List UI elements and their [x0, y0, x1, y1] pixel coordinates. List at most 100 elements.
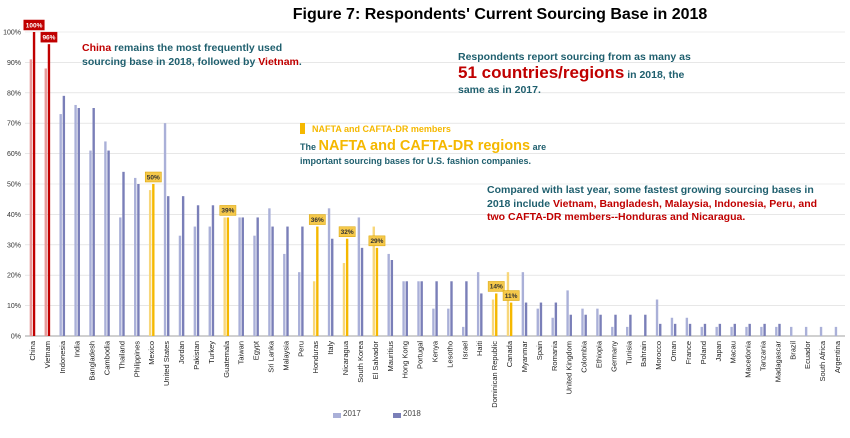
bar-2018: [345, 238, 349, 336]
bar-2017: [357, 217, 361, 336]
bar-2017: [178, 235, 182, 336]
category-label: Bahrain: [639, 341, 648, 367]
bar-2018: [77, 108, 80, 336]
bar-2017: [193, 226, 197, 336]
y-tick-label: 70%: [7, 121, 21, 128]
data-label-box: [487, 281, 505, 292]
category-label: Philippines: [132, 341, 141, 378]
y-tick-label: 0%: [11, 334, 21, 341]
bar-2017: [775, 326, 778, 336]
legend-label-2018: 2018: [403, 409, 421, 418]
y-tick-label: 20%: [7, 273, 21, 280]
category-label: Jordan: [177, 341, 186, 364]
data-label: 36%: [311, 217, 324, 224]
bar-2017: [89, 150, 92, 336]
y-tick-label: 50%: [7, 182, 21, 189]
category-label: Macau: [729, 341, 738, 364]
category-label: Germany: [609, 341, 618, 372]
countries-pre: Respondents report sourcing from as many…: [458, 51, 691, 63]
category-label: Mauritius: [386, 341, 395, 372]
category-label: Bangladesh: [88, 341, 97, 381]
bar-2018: [420, 281, 423, 336]
bar-2018: [390, 260, 394, 336]
bar-2018: [137, 184, 140, 336]
category-label: Thailand: [117, 341, 126, 370]
category-label: Ecuador: [803, 341, 812, 369]
bar-2017: [730, 326, 733, 336]
bar-2017: [551, 317, 554, 336]
bar-2018: [614, 314, 617, 336]
bar-2018: [748, 323, 751, 336]
category-label: Nicaragua: [341, 340, 350, 375]
data-label-box: [338, 226, 356, 237]
category-label: India: [73, 340, 82, 357]
bar-2017: [476, 272, 480, 336]
legend-swatch-2017: [333, 413, 341, 418]
category-label: Myanmar: [520, 341, 529, 373]
category-label: Dominican Republic: [490, 341, 499, 408]
bar-2017: [506, 272, 510, 336]
category-label: China: [28, 340, 37, 360]
data-label-box: [40, 31, 58, 43]
category-label: Haiti: [475, 341, 484, 356]
category-label: Kenya: [431, 340, 440, 362]
bar-2018: [286, 226, 289, 336]
bar-2018: [584, 314, 587, 336]
vietnam-label: Vietnam: [258, 55, 299, 68]
bar-2017: [104, 141, 107, 336]
bar-2017: [268, 208, 271, 336]
bar-2017: [223, 217, 226, 336]
bar-2018: [495, 293, 498, 336]
bar-2017: [59, 114, 62, 336]
bar-2018: [659, 323, 662, 336]
nafta-legend-label: NAFTA and CAFTA-DR members: [312, 124, 451, 134]
bar-2018: [733, 323, 736, 336]
bar-2018: [301, 226, 304, 336]
bar-2017: [208, 226, 211, 336]
bar-2017: [148, 190, 152, 336]
growth-annotation: Compared with last year, some fastest gr…: [487, 184, 827, 225]
bar-2017: [342, 263, 346, 336]
category-label: South Africa: [818, 340, 827, 381]
bar-2018: [703, 323, 707, 336]
category-label: Italy: [326, 341, 335, 355]
bar-2018: [122, 171, 125, 336]
bar-2018: [554, 302, 558, 336]
data-label: 100%: [26, 22, 43, 29]
bar-2017: [819, 326, 823, 336]
bar-2018: [331, 238, 334, 336]
bar-2017: [715, 326, 718, 336]
data-label: 29%: [370, 238, 383, 245]
legend-swatch-2018: [393, 413, 401, 418]
bar-2018: [360, 247, 364, 336]
bar-2018: [107, 150, 110, 336]
bar-2018: [181, 196, 185, 336]
category-label: Pakistan: [192, 341, 201, 370]
category-label: El Salvador: [371, 341, 380, 380]
category-label: Mexico: [147, 341, 156, 365]
category-label: Oman: [669, 341, 678, 361]
category-label: Morocco: [654, 341, 663, 370]
nafta-legend-swatch: [300, 123, 305, 134]
bar-2018: [211, 205, 215, 336]
category-label: Egypt: [252, 340, 261, 360]
bar-2017: [387, 253, 390, 336]
bar-2018: [32, 32, 36, 336]
category-label: South Korea: [356, 340, 365, 383]
bar-2018: [644, 314, 647, 336]
category-label: Canada: [505, 340, 514, 367]
china-text: remains the most frequently used sourcin…: [82, 42, 283, 68]
category-label: Indonesia: [58, 340, 67, 373]
category-label: Cambodia: [103, 340, 112, 375]
category-label: Lesotho: [445, 341, 454, 368]
category-label: Malaysia: [281, 340, 290, 370]
countries-annotation: Respondents report sourcing from as many…: [458, 50, 698, 98]
data-label: 96%: [42, 34, 55, 41]
bar-2017: [491, 299, 495, 336]
bar-2017: [670, 317, 674, 336]
bar-2018: [763, 323, 766, 336]
bar-2018: [673, 323, 677, 336]
chart-title: Figure 7: Respondents' Current Sourcing …: [292, 6, 708, 23]
category-label: Poland: [699, 341, 708, 364]
